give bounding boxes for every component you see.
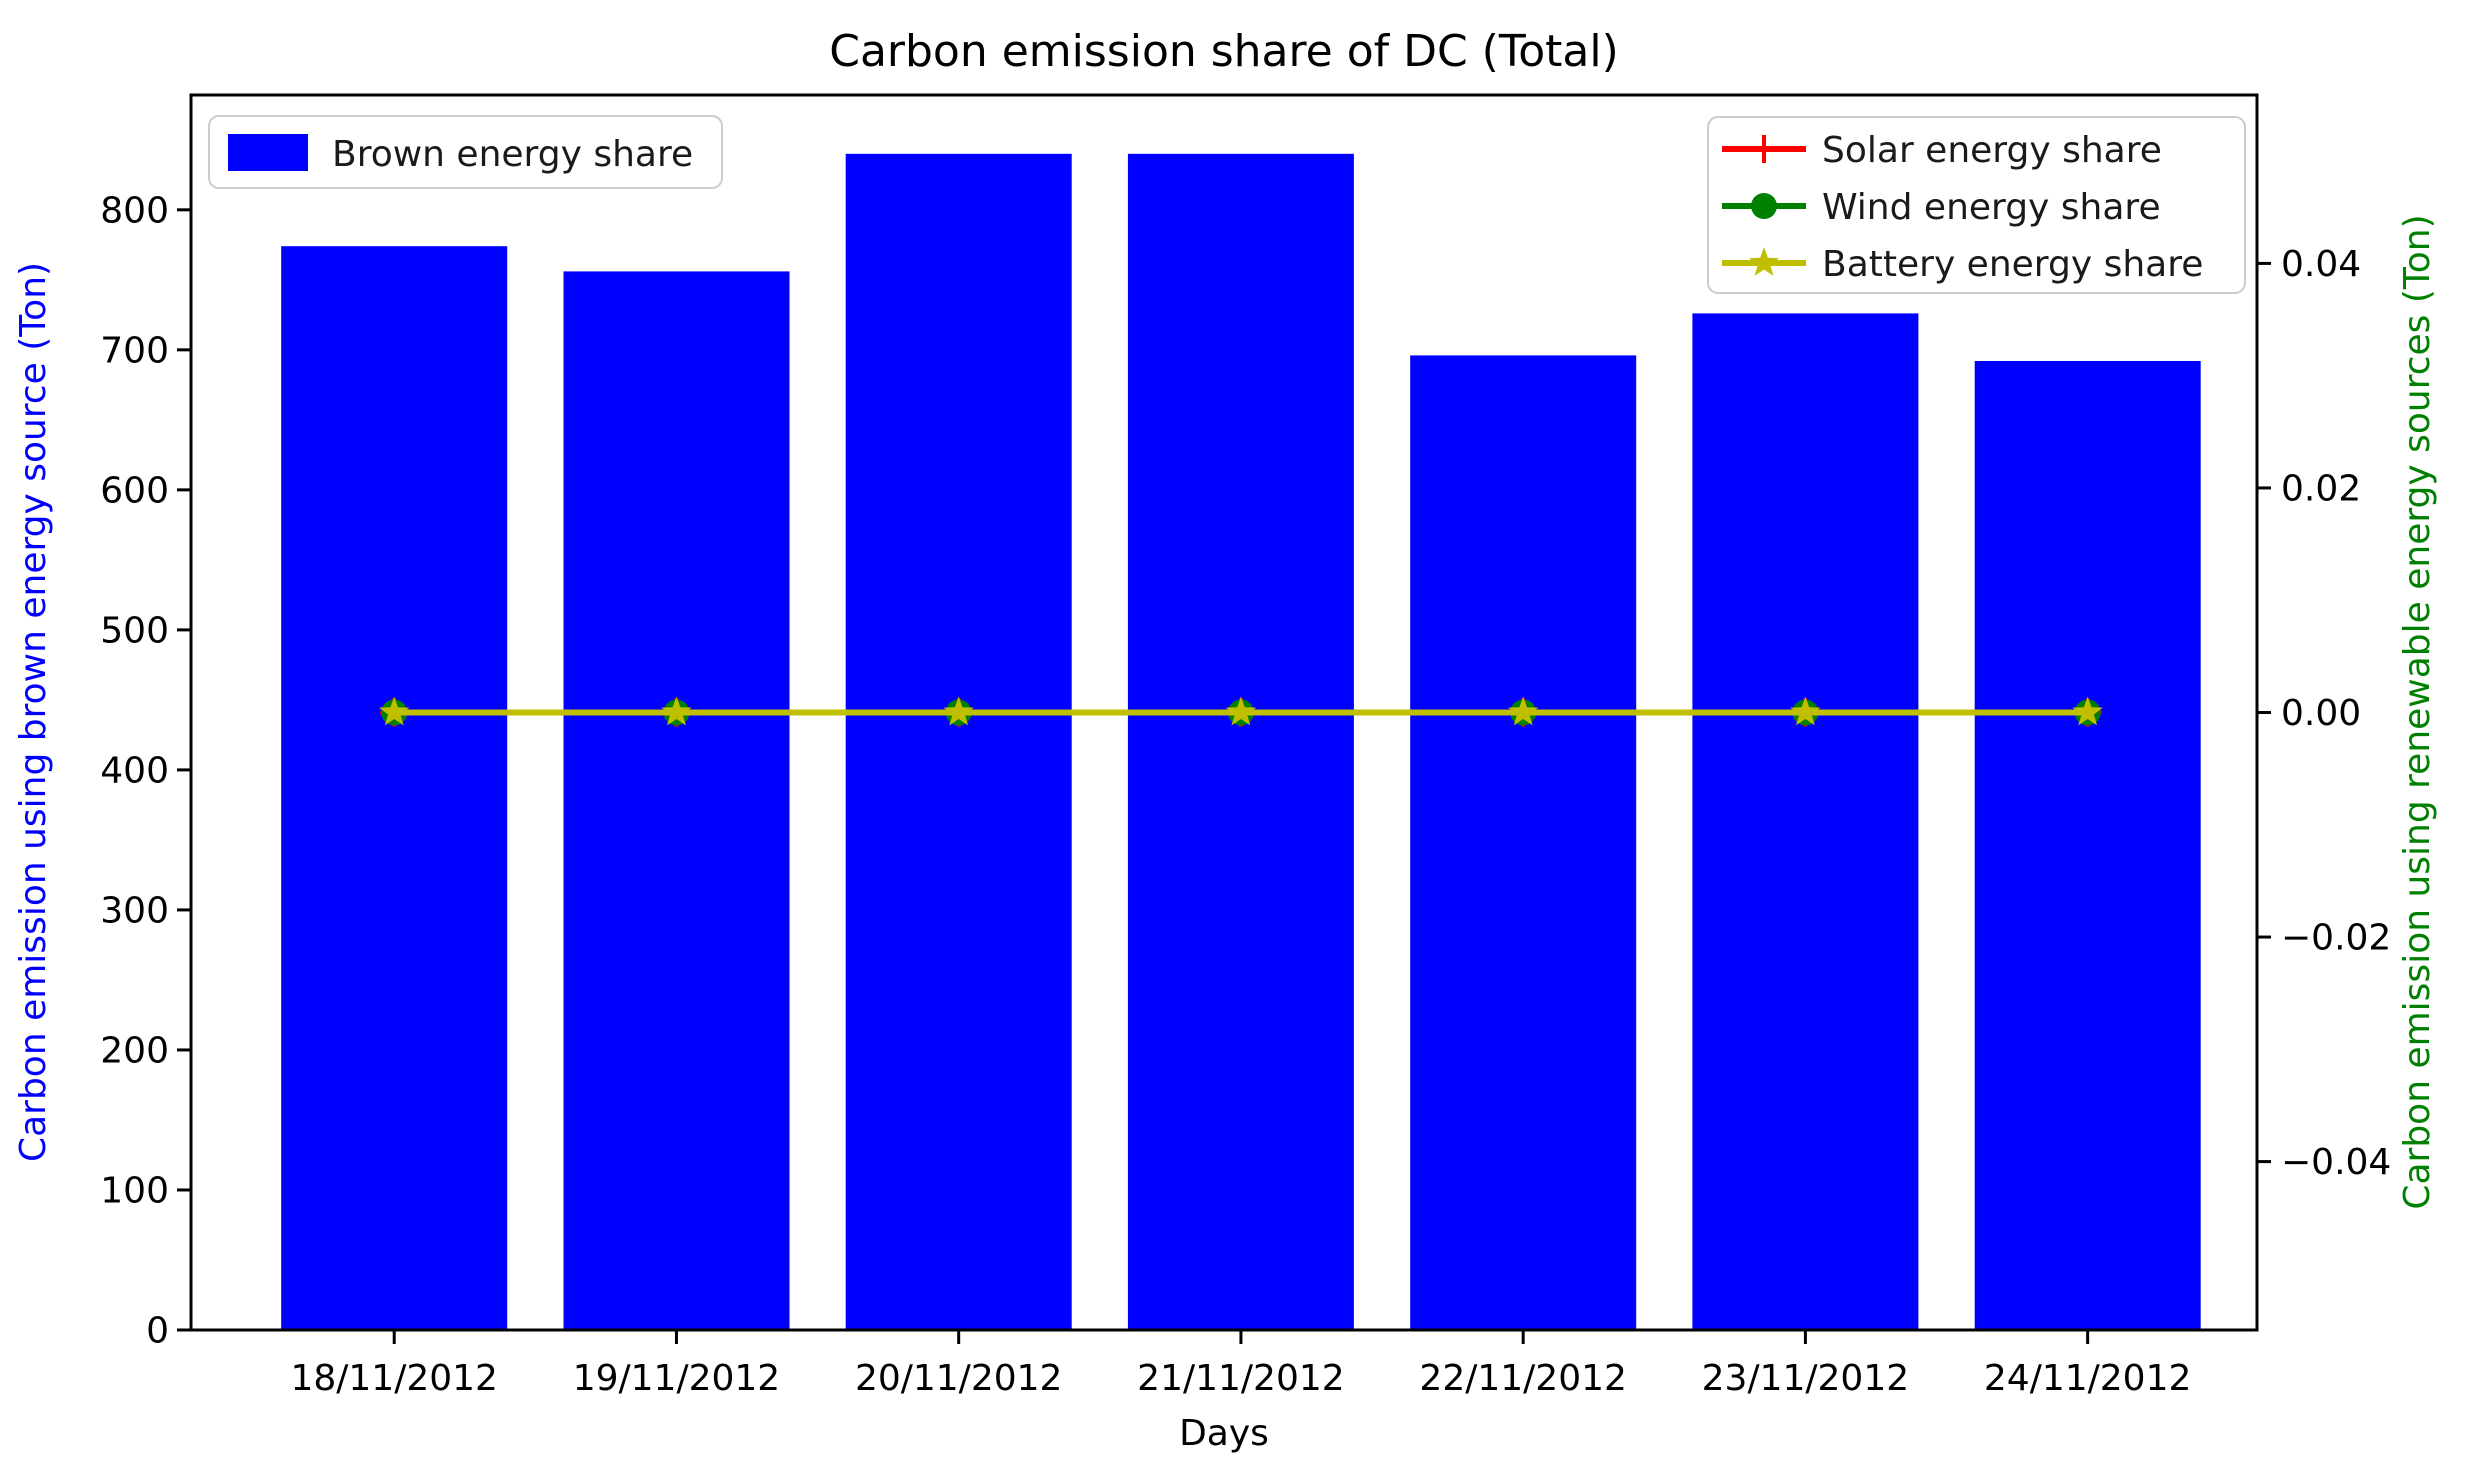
right-tick-label: 0.00 <box>2281 693 2361 734</box>
legend-label-solar: Solar energy share <box>1822 130 2162 171</box>
legend-brown-energy: Brown energy share <box>208 115 723 189</box>
chart-title: Carbon emission share of DC (Total) <box>829 26 1619 77</box>
star-marker-icon <box>1748 247 1780 276</box>
left-tick-label: 0 <box>146 1311 169 1352</box>
line-series-group <box>379 696 2103 727</box>
bar <box>281 246 508 1331</box>
wind-line-marker-icon <box>1722 193 1806 219</box>
legend-box <box>208 115 723 189</box>
left-tick-label: 600 <box>100 470 169 511</box>
star-marker-icon <box>943 696 974 726</box>
legend-label-brown: Brown energy share <box>332 134 693 175</box>
star-marker-icon <box>1508 696 1539 726</box>
x-tick-label: 18/11/2012 <box>290 1358 498 1399</box>
star-marker-icon <box>1225 696 1257 726</box>
x-tick-label: 19/11/2012 <box>573 1358 781 1399</box>
right-tick-label: −0.04 <box>2281 1142 2391 1183</box>
star-marker-icon <box>379 696 410 726</box>
x-axis-label: Days <box>1179 1413 1269 1454</box>
left-tick-label: 800 <box>100 190 169 231</box>
y-axis-label-right: Carbon emission using renewable energy s… <box>2397 214 2438 1209</box>
star-marker-icon <box>2072 696 2103 726</box>
star-marker-icon <box>1790 696 1821 726</box>
plot-border <box>189 93 2259 1332</box>
x-tick-label: 24/11/2012 <box>1984 1358 2192 1399</box>
bar-series-group <box>281 153 2201 1331</box>
legend-renewables: Solar energy share Wind energy share Bat… <box>1707 116 2246 294</box>
brown-energy-swatch-icon <box>228 134 308 171</box>
bar <box>563 271 790 1330</box>
legend-label-wind: Wind energy share <box>1822 187 2161 228</box>
left-tick-label: 100 <box>100 1171 169 1212</box>
left-tick-label: 200 <box>100 1031 169 1072</box>
right-tick-label: −0.02 <box>2281 918 2391 959</box>
bar <box>1410 355 1637 1330</box>
plus-marker-icon <box>1750 135 1778 163</box>
battery-line-marker-icon <box>1722 247 1806 276</box>
left-tick-label: 500 <box>100 610 169 651</box>
left-tick-label: 400 <box>100 751 169 792</box>
solar-line-marker-icon <box>1722 135 1806 163</box>
x-tick-label: 20/11/2012 <box>855 1358 1063 1399</box>
x-tick-label: 21/11/2012 <box>1137 1358 1345 1399</box>
legend-label-battery: Battery energy share <box>1822 244 2203 285</box>
right-tick-label: 0.04 <box>2281 244 2361 285</box>
bar <box>845 153 1072 1330</box>
x-tick-label: 23/11/2012 <box>1702 1358 1910 1399</box>
x-tick-label: 22/11/2012 <box>1419 1358 1627 1399</box>
star-marker-icon <box>661 696 692 726</box>
circle-marker-icon <box>1751 193 1777 219</box>
bar <box>1974 361 2201 1330</box>
left-tick-label: 700 <box>100 330 169 371</box>
bar <box>1127 153 1354 1330</box>
legend-box <box>1707 116 2246 294</box>
y-axis-label-left: Carbon emission using brown energy sourc… <box>13 262 54 1162</box>
axis-ticks-group: 0 100 200 300 400 500 600 700 800 0.04 0.02 0.00 −0.… <box>100 190 2391 1399</box>
right-tick-label: 0.02 <box>2281 469 2361 510</box>
bar <box>1692 313 1919 1330</box>
left-tick-label: 300 <box>100 891 169 932</box>
